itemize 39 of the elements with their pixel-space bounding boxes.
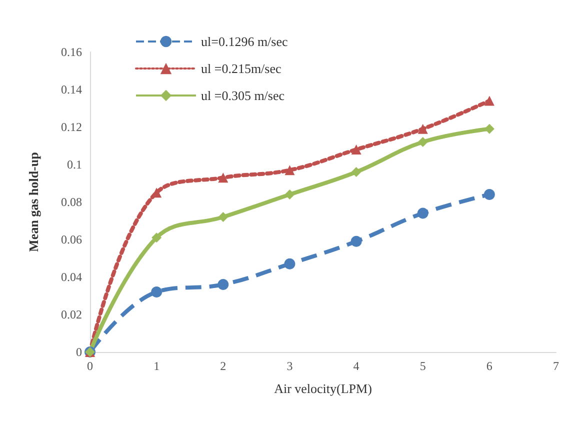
legend-label: ul=0.1296 m/sec bbox=[201, 34, 288, 49]
point bbox=[152, 232, 162, 243]
point bbox=[151, 286, 162, 298]
point bbox=[284, 258, 296, 270]
point bbox=[351, 144, 362, 154]
point bbox=[484, 96, 494, 106]
point bbox=[484, 124, 494, 134]
y-tick-label: 0.14 bbox=[61, 82, 82, 96]
x-axis-title: Air velocity(LPM) bbox=[274, 381, 372, 396]
y-axis-title: Mean gas hold-up bbox=[26, 152, 41, 252]
x-tick-label: 0 bbox=[87, 359, 93, 373]
point bbox=[218, 172, 228, 183]
point bbox=[350, 236, 362, 247]
y-tick-label: 0.02 bbox=[61, 308, 82, 322]
legend-label: ul =0.305 m/sec bbox=[201, 88, 285, 103]
legend-label: ul =0.215m/sec bbox=[201, 61, 282, 76]
y-tick-label: 0.06 bbox=[61, 232, 82, 246]
x-tick-label: 7 bbox=[553, 359, 559, 373]
x-tick-label: 4 bbox=[353, 359, 360, 373]
y-tick-label: 0.04 bbox=[61, 270, 82, 284]
point bbox=[218, 212, 228, 222]
y-tick-label: 0.1 bbox=[67, 158, 82, 172]
x-tick-label: 1 bbox=[154, 359, 160, 373]
x-tick-label: 6 bbox=[486, 359, 492, 373]
y-tick-label: 0 bbox=[76, 345, 82, 359]
point bbox=[418, 124, 428, 134]
point bbox=[284, 190, 295, 200]
point bbox=[351, 167, 362, 177]
x-tick-label: 5 bbox=[420, 359, 426, 373]
point bbox=[218, 279, 229, 290]
x-tick-label: 2 bbox=[220, 359, 226, 373]
y-tick-label: 0.16 bbox=[61, 45, 82, 59]
point bbox=[484, 189, 495, 200]
point bbox=[417, 208, 428, 219]
y-tick-label: 0.08 bbox=[61, 195, 82, 209]
point bbox=[418, 137, 428, 147]
x-tick-label: 3 bbox=[286, 359, 293, 373]
point bbox=[284, 165, 295, 176]
y-tick-label: 0.12 bbox=[61, 120, 82, 134]
